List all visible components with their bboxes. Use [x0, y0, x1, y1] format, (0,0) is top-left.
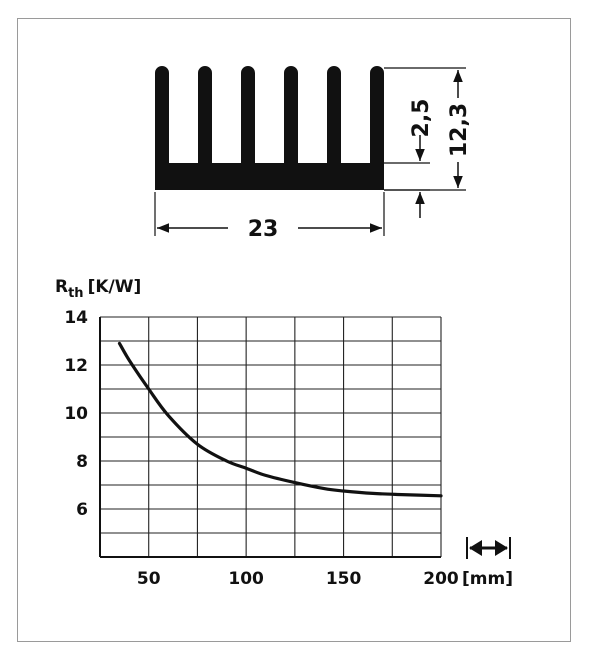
y-tick-label: 14	[64, 308, 88, 328]
y-tick-label: 6	[76, 500, 88, 520]
height-dimension: 12,3	[384, 67, 472, 191]
series-line	[117, 341, 443, 498]
y-tick-label: 10	[64, 404, 88, 424]
x-tick-labels: 50 100 150 200	[137, 569, 459, 589]
y-axis-label: Rth [K/W]	[55, 277, 141, 301]
heatsink-profile	[155, 66, 384, 190]
chart-axes	[99, 317, 441, 558]
width-label: 23	[248, 217, 279, 242]
x-axis-unit: [mm]	[462, 569, 513, 589]
x-tick-label: 200	[423, 569, 459, 589]
x-tick-label: 150	[326, 569, 362, 589]
base-thickness-label: 2,5	[409, 99, 434, 138]
y-tick-label: 12	[64, 356, 88, 376]
y-tick-label: 8	[76, 452, 88, 472]
chart-grid	[100, 316, 442, 557]
base-thickness-dimension: 2,5	[384, 99, 434, 218]
dimension-direction-icon	[466, 537, 511, 559]
x-tick-label: 50	[137, 569, 161, 589]
thermal-resistance-chart: 6 8 10 12 14 50 100 150 200 Rth [K/W] [mm]	[55, 277, 513, 589]
heatsink-body	[155, 66, 384, 190]
width-dimension: 23	[154, 192, 385, 242]
height-label: 12,3	[447, 103, 472, 157]
y-tick-labels: 6 8 10 12 14	[64, 308, 88, 520]
x-tick-label: 100	[228, 569, 264, 589]
